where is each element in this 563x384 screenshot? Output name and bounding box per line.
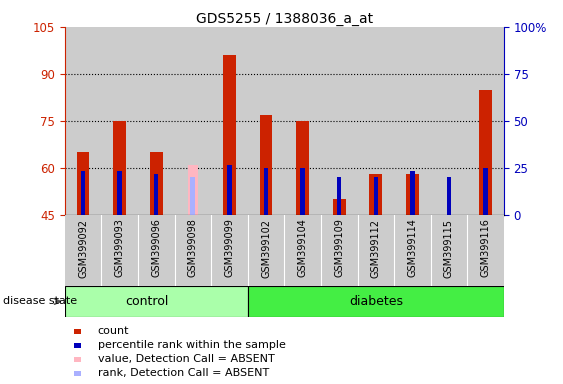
Bar [447,177,451,215]
Bar [101,215,138,286]
Text: GSM399109: GSM399109 [334,218,344,278]
Bar [175,215,211,286]
Bar [358,215,394,286]
Text: GSM399098: GSM399098 [188,218,198,278]
Bar [211,215,248,286]
Bar [65,215,101,286]
Bar [227,165,231,215]
Bar [113,121,126,215]
Bar [74,357,81,362]
Bar [284,27,321,215]
Text: count: count [98,326,129,336]
Title: GDS5255 / 1388036_a_at: GDS5255 / 1388036_a_at [196,12,373,26]
Bar [65,27,101,215]
Bar [406,174,419,215]
Bar [77,152,90,215]
Bar [484,168,488,215]
Bar [431,27,467,215]
Bar [187,165,198,215]
Bar [394,27,431,215]
Text: GSM399092: GSM399092 [78,218,88,278]
Bar [190,177,195,215]
Bar [150,152,163,215]
Text: GSM399112: GSM399112 [371,218,381,278]
Bar [248,215,284,286]
Bar [374,177,378,215]
Bar [284,215,321,286]
Bar [248,286,504,317]
Bar [175,27,211,215]
Bar [138,215,175,286]
Bar [358,27,394,215]
Bar [101,27,138,215]
Text: percentile rank within the sample: percentile rank within the sample [98,340,285,350]
Text: value, Detection Call = ABSENT: value, Detection Call = ABSENT [98,354,274,364]
Text: GSM399102: GSM399102 [261,218,271,278]
Bar [138,27,175,215]
Bar [333,199,346,215]
Bar [321,215,358,286]
Bar [118,171,122,215]
Bar [337,177,341,215]
Text: GSM399096: GSM399096 [151,218,161,278]
Text: GSM399114: GSM399114 [408,218,417,278]
Text: GSM399116: GSM399116 [481,218,490,278]
Bar [264,168,268,215]
Bar [321,27,358,215]
Bar [260,115,272,215]
Bar [296,121,309,215]
Text: disease state: disease state [3,296,77,306]
Text: GSM399115: GSM399115 [444,218,454,278]
Text: rank, Detection Call = ABSENT: rank, Detection Call = ABSENT [98,368,269,378]
Bar [65,286,248,317]
Bar [467,215,504,286]
Bar [248,27,284,215]
Text: GSM399104: GSM399104 [298,218,307,278]
Text: diabetes: diabetes [349,295,403,308]
Bar [479,89,492,215]
Bar [467,27,504,215]
Bar [81,171,85,215]
Bar [223,55,236,215]
Bar [74,343,81,348]
Bar [431,215,467,286]
Bar [74,329,81,334]
Bar [211,27,248,215]
Bar [369,174,382,215]
Text: control: control [126,295,169,308]
Text: GSM399099: GSM399099 [225,218,234,278]
Bar [410,171,414,215]
Bar [74,371,81,376]
Bar [154,174,158,215]
Bar [301,168,305,215]
Bar [394,215,431,286]
Text: GSM399093: GSM399093 [115,218,124,278]
